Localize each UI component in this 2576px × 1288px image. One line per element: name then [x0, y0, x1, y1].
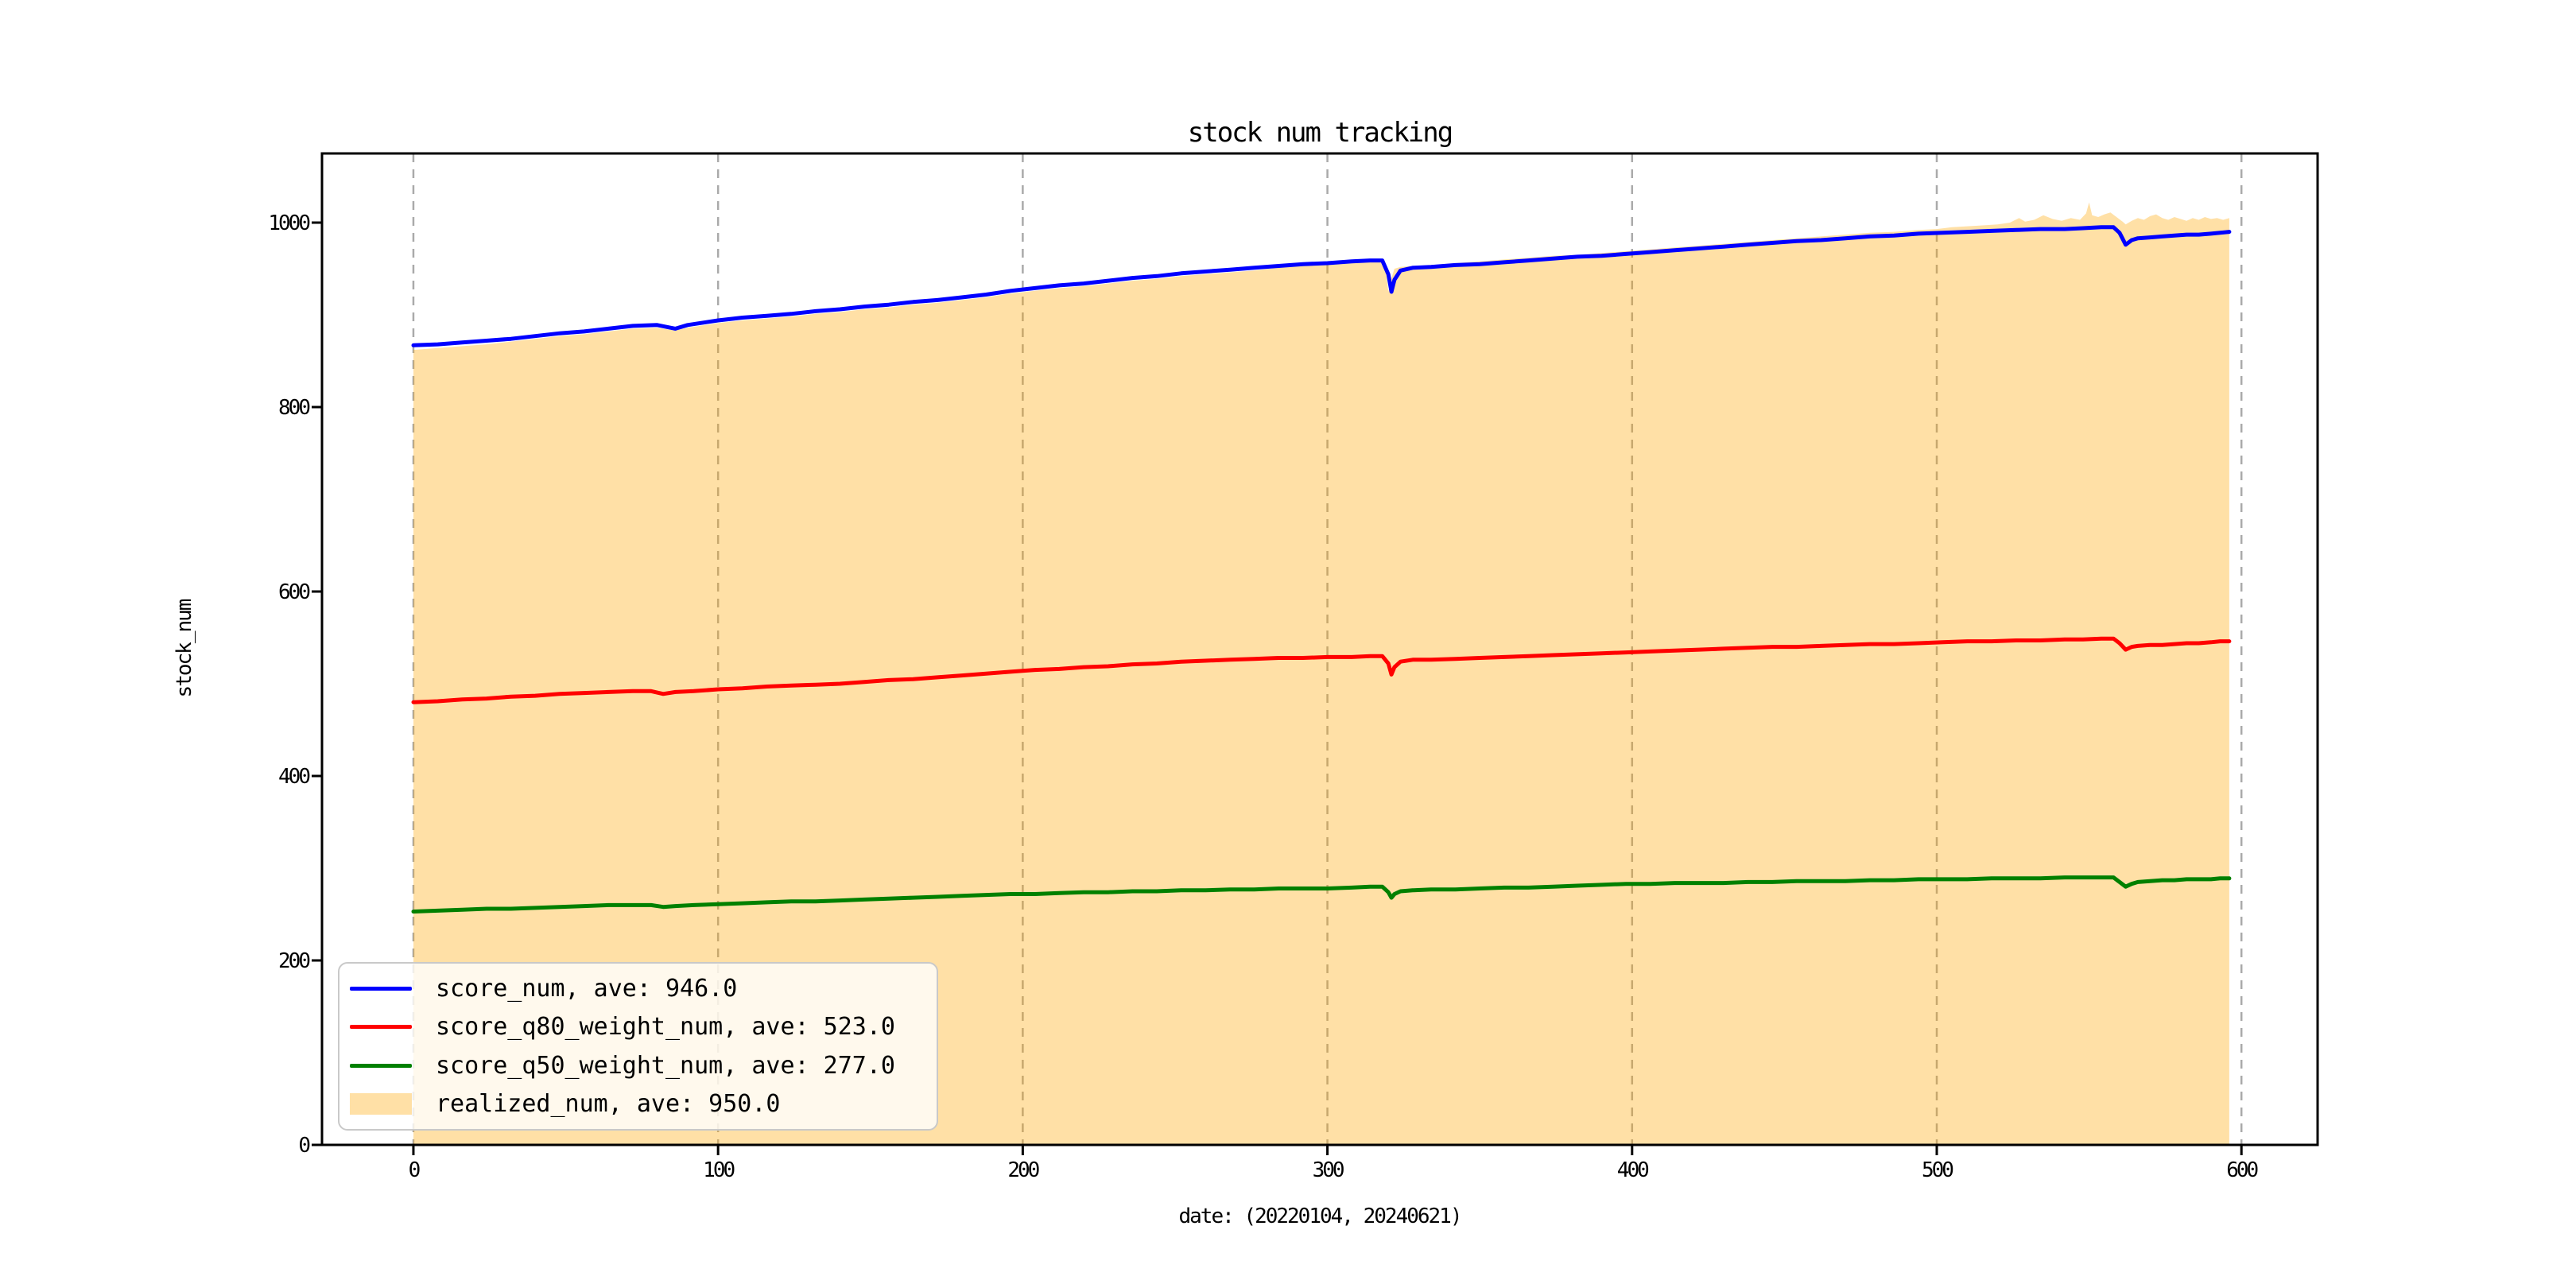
legend-swatch-line — [350, 1025, 412, 1030]
x-tick-label-200: 200 — [1007, 1158, 1038, 1182]
legend: score_num, ave: 946.0 score_q80_weight_nu… — [338, 962, 938, 1131]
x-axis-label: date: (20220104, 20240621) — [1179, 1205, 1461, 1228]
legend-row-1: score_q80_weight_num, ave: 523.0 — [339, 1008, 937, 1047]
y-tick-label-0: 0 — [298, 1134, 309, 1158]
y-tick-label-400: 400 — [278, 765, 309, 789]
line-layer — [411, 225, 2232, 914]
x-tick-label-0: 0 — [409, 1158, 420, 1182]
legend-row-0: score_num, ave: 946.0 — [339, 969, 937, 1008]
line-score_q80_weight_num — [411, 636, 2232, 704]
x-tick-label-300: 300 — [1313, 1158, 1344, 1182]
chart-title: stock num tracking — [1188, 117, 1452, 149]
area-layer — [413, 202, 2229, 1145]
plot-border — [320, 152, 2319, 1146]
x-tick-label-600: 600 — [2226, 1158, 2257, 1182]
x-tick-label-400: 400 — [1617, 1158, 1648, 1182]
y-tick-label-600: 600 — [278, 580, 309, 604]
legend-label: realized_num, ave: 950.0 — [436, 1090, 781, 1119]
legend-swatch-line — [350, 986, 412, 991]
legend-swatch-line — [350, 1063, 412, 1068]
legend-swatch-area — [350, 1093, 412, 1115]
line-score_q50_weight_num — [411, 875, 2232, 914]
legend-color-swatch — [350, 1025, 412, 1030]
line-score_num — [411, 225, 2232, 347]
y-tick-label-800: 800 — [278, 396, 309, 420]
axes-spines — [320, 152, 2319, 1146]
area-realized-num — [413, 202, 2229, 1145]
legend-label: score_q80_weight_num, ave: 523.0 — [436, 1013, 895, 1042]
y-axis-label: stock_num — [173, 599, 196, 697]
legend-color-swatch — [350, 986, 412, 991]
legend-label: score_num, ave: 946.0 — [436, 974, 738, 1003]
legend-color-swatch — [350, 1063, 412, 1068]
x-tick-label-100: 100 — [703, 1158, 734, 1182]
y-tick-label-1000: 1000 — [268, 211, 309, 235]
legend-color-swatch — [350, 1093, 412, 1115]
legend-row-3: realized_num, ave: 950.0 — [339, 1085, 937, 1124]
x-tick-label-500: 500 — [1922, 1158, 1953, 1182]
y-tick-label-200: 200 — [278, 949, 309, 973]
legend-label: score_q50_weight_num, ave: 277.0 — [436, 1051, 895, 1080]
legend-row-2: score_q50_weight_num, ave: 277.0 — [339, 1046, 937, 1085]
